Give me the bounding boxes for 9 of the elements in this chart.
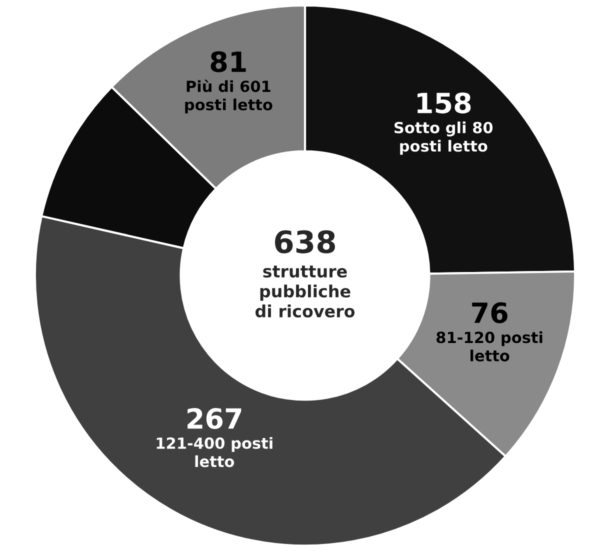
slice-label: 121-400 posti letto — [156, 437, 272, 468]
data-label: 158 — [418, 92, 471, 114]
data-label: 267 — [188, 408, 242, 430]
text: 638 strutture pubbliche di ricovero — [255, 230, 355, 318]
slice-label: 81-120 posti letto — [436, 331, 542, 362]
data-label: 76 — [472, 302, 508, 324]
slice-label: Sotto gli 80 posti letto — [394, 122, 493, 155]
slice-label: Più di 601 posti letto — [185, 80, 272, 114]
data-label: 81 — [210, 51, 246, 72]
